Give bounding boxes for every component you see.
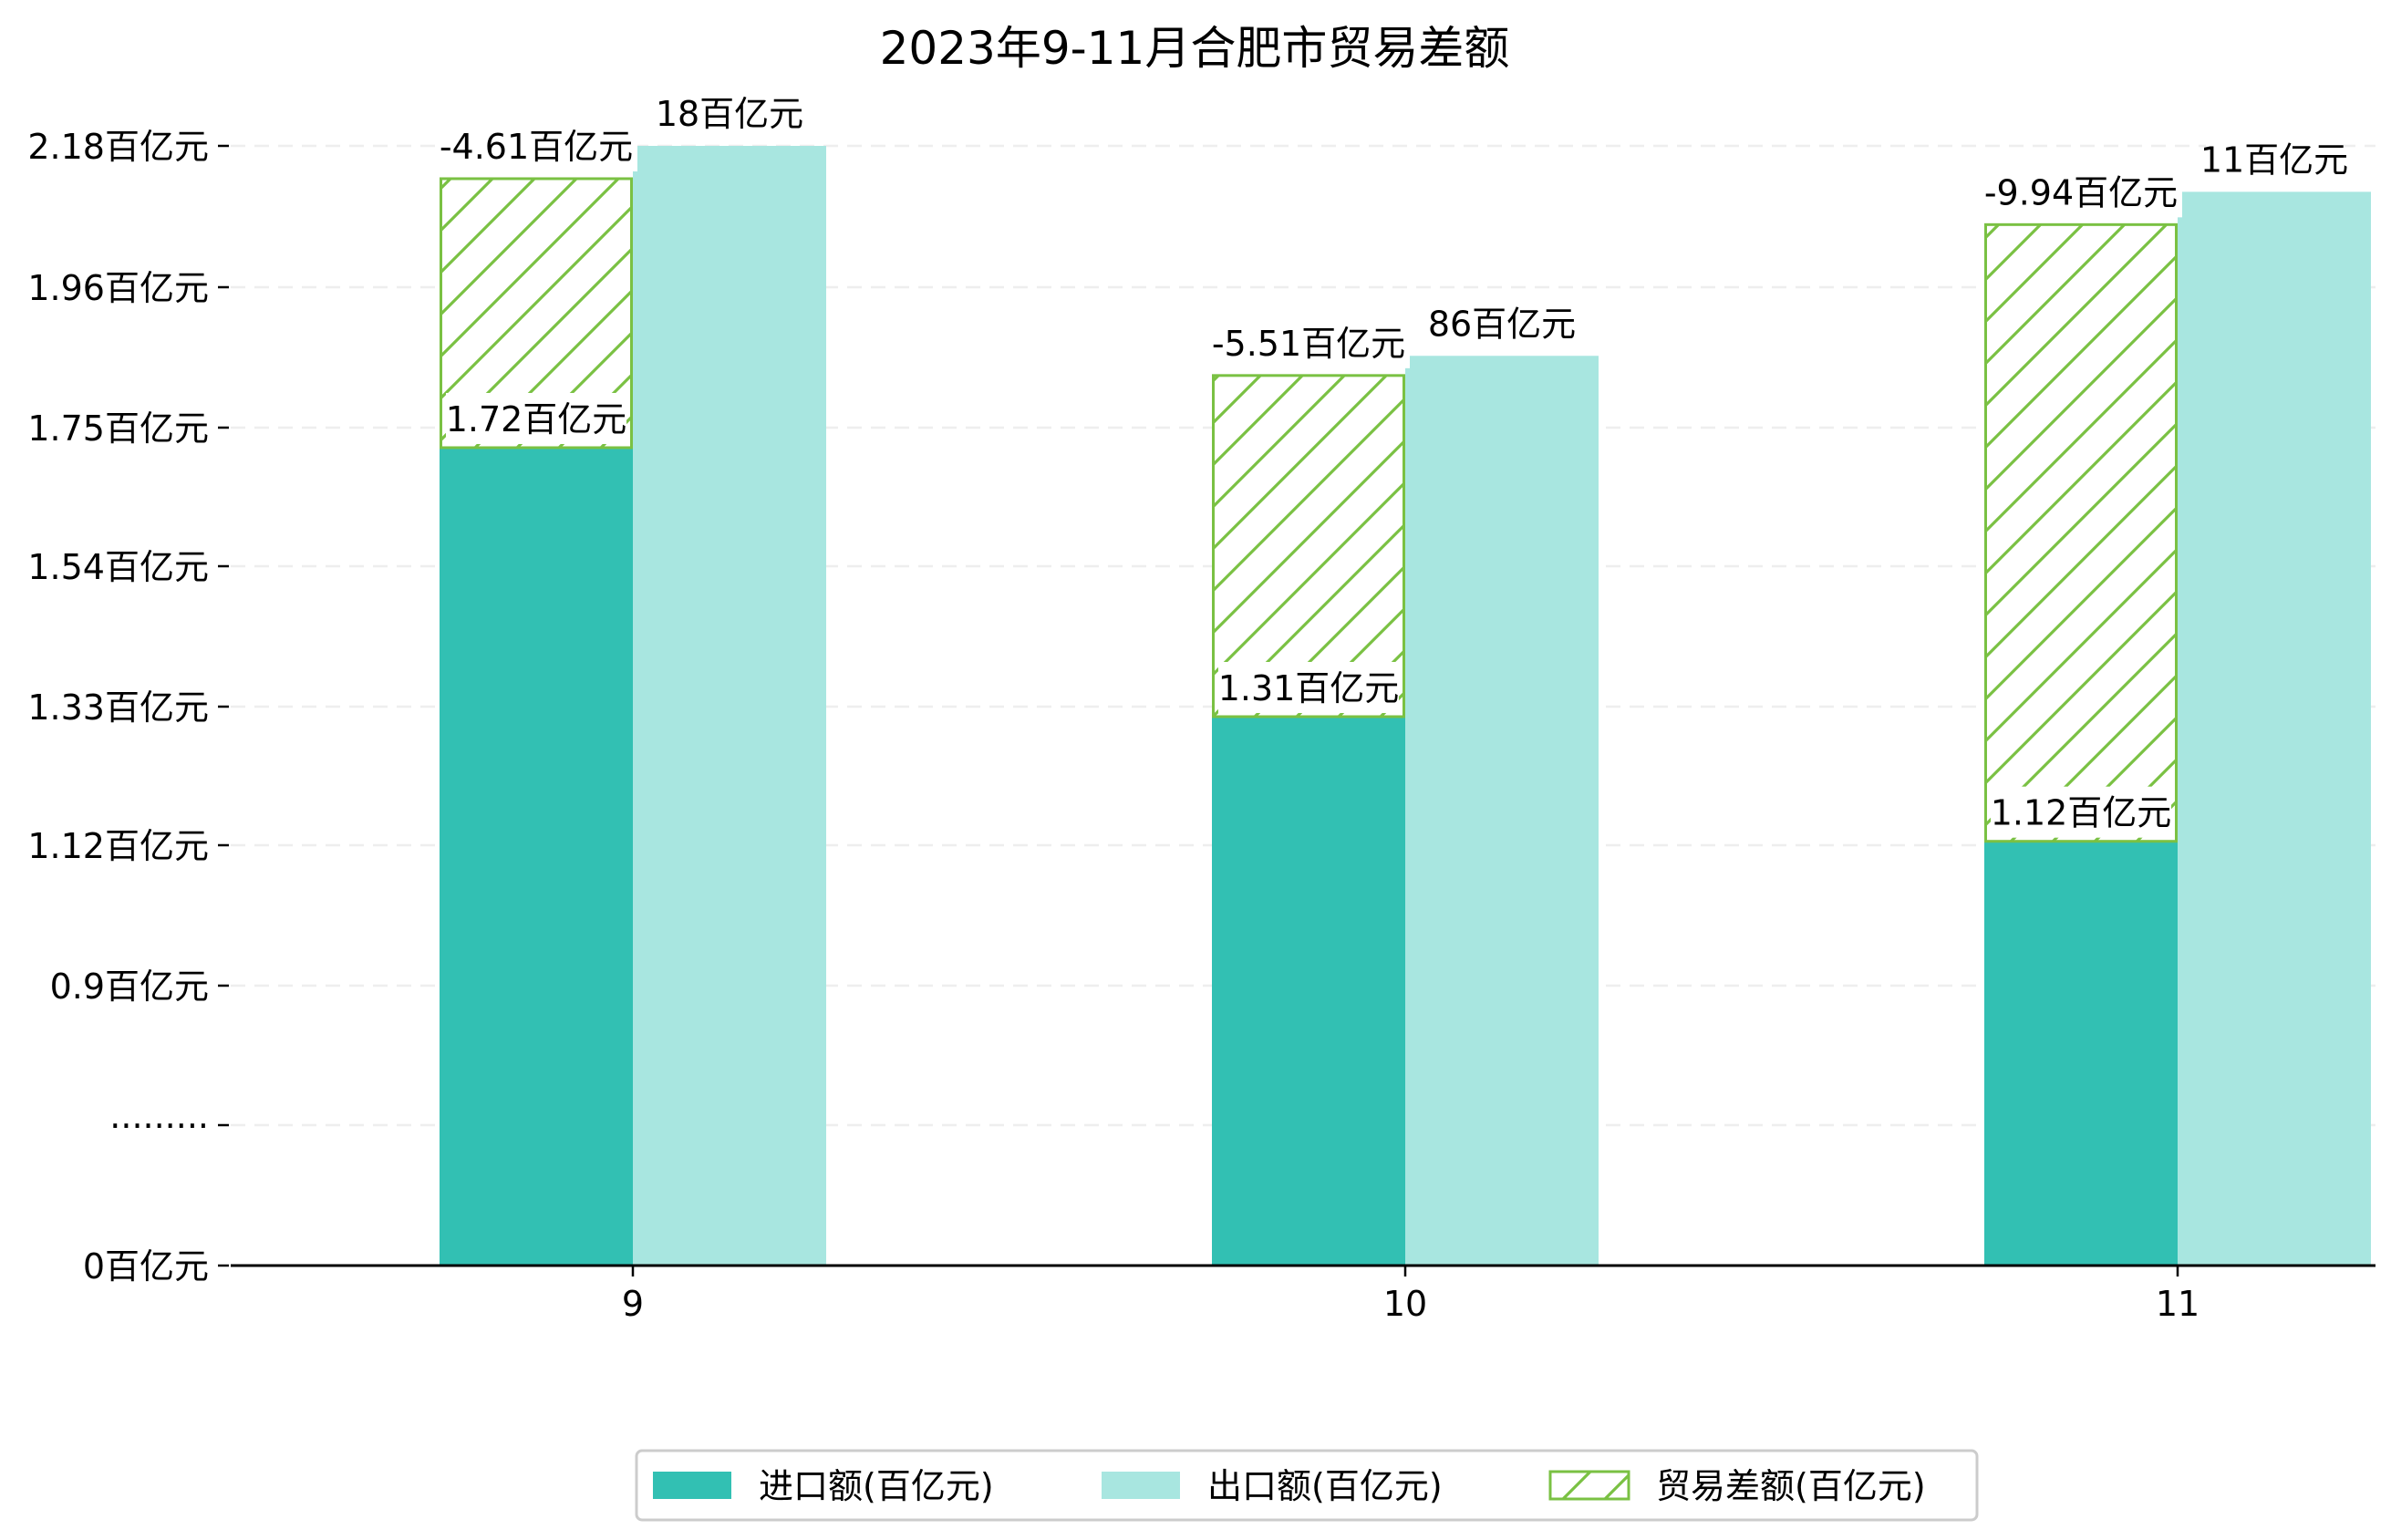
bar-export [633,146,826,1266]
data-label-trade-balance-bg [1980,166,2182,218]
data-label-import: 1.31百亿元 [1218,668,1400,708]
data-label-export-bg [661,88,798,139]
data-label-trade-balance-bg [1207,316,1410,368]
data-label-trade-balance: -5.51百亿元 [1212,324,1405,364]
data-label-export-bg [2206,133,2343,185]
bar-import [1212,716,1405,1266]
y-tick-label: 1.12百亿元 [27,826,209,866]
bar-import [440,447,633,1266]
legend-label: 贸易差额(百亿元) [1656,1466,1926,1506]
bars [440,146,2371,1266]
x-tick-label: 10 [1383,1284,1427,1324]
bar-trade-balance [1984,222,2178,843]
legend-swatch [1102,1472,1180,1499]
data-label-import-bg [446,392,626,444]
data-label-import: 1.12百亿元 [1991,793,2172,833]
legend-box [635,1449,1979,1522]
data-labels: 1.72百亿元 -4.61百亿元 18百亿元 1.31百亿元 -5.51百亿元 86百亿元… [435,88,2348,838]
data-label-import: 1.72百亿元 [446,399,627,439]
legend-label: 出口额(百亿元) [1207,1466,1443,1506]
axes: 0百亿元 ········· 0.9百亿元 1.12百亿元 1.33百亿元 1.54百亿元… [27,127,2375,1324]
bar-import [1984,841,2178,1266]
legend-swatch [1548,1470,1630,1501]
data-label-trade-balance-bg [435,119,637,171]
chart-title: 2023年9-11月合肥市贸易差额 [880,22,1510,75]
y-tick-label: 0百亿元 [83,1246,209,1287]
legend-label: 进口额(百亿元) [759,1466,994,1506]
bar-export [1405,356,1599,1266]
data-label-export: 18百亿元 [656,94,803,134]
y-tick-label: 1.33百亿元 [27,687,209,728]
data-label-trade-balance: -4.61百亿元 [440,127,633,167]
data-label-trade-balance: -9.94百亿元 [1984,172,2178,212]
bar-trade-balance [1212,374,1405,718]
data-label-import-bg [1991,786,2171,838]
data-label-export: 11百亿元 [2200,140,2348,180]
legend: 进口额(百亿元) 出口额(百亿元) 贸易差额(百亿元) [635,1449,1979,1522]
y-tick-label: 1.54百亿元 [27,547,209,587]
data-label-export-bg [1434,297,1570,349]
x-tick-label: 9 [622,1284,644,1324]
y-tick-label: 1.75百亿元 [27,408,209,449]
y-tick-label: 1.96百亿元 [27,268,209,308]
data-label-import-bg [1218,661,1399,713]
y-tick-label: 2.18百亿元 [27,127,209,167]
data-label-export: 86百亿元 [1428,304,1576,344]
bar-export [2178,191,2371,1266]
x-tick-label: 11 [2156,1284,2200,1324]
y-tick-label: ········· [109,1106,209,1146]
y-tick-label: 0.9百亿元 [50,966,209,1007]
legend-swatch [653,1472,731,1499]
